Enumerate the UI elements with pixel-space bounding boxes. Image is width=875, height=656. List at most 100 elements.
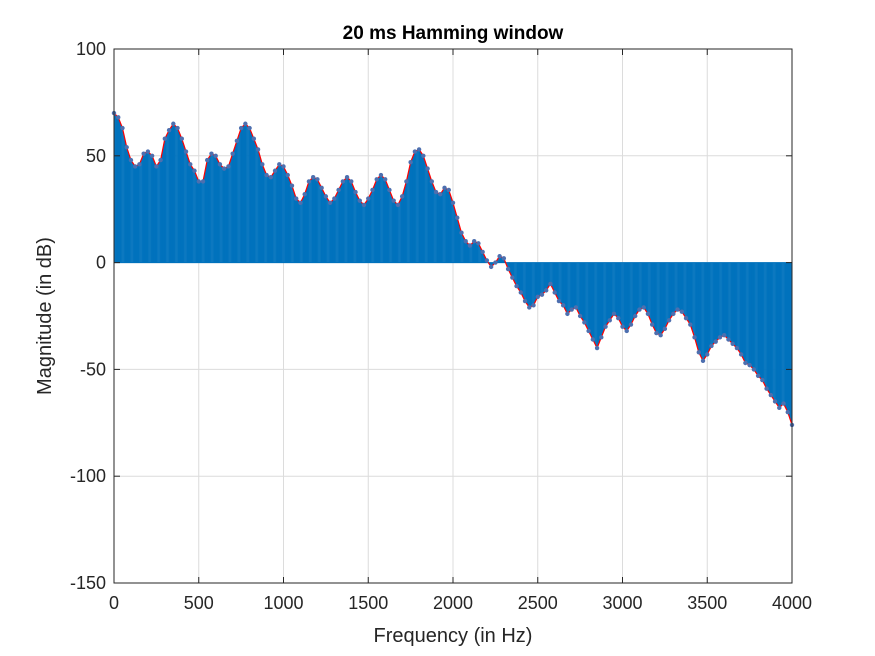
data-point: [654, 330, 659, 336]
data-point: [743, 360, 748, 366]
data-point: [315, 177, 320, 182]
y-axis-label: Magnitude (in dB): [34, 237, 56, 395]
data-point: [366, 196, 371, 201]
data-point: [336, 187, 341, 193]
data-point: [548, 281, 553, 287]
data-point: [277, 162, 282, 167]
data-point: [493, 260, 498, 265]
data-point: [128, 157, 134, 163]
data-point: [760, 377, 765, 383]
chart-title: 20 ms Hamming window: [343, 23, 564, 44]
data-point: [425, 166, 430, 171]
data-point: [683, 315, 689, 321]
data-point: [433, 189, 439, 195]
data-point: [230, 151, 235, 156]
data-point: [416, 147, 422, 152]
data-point: [713, 339, 718, 344]
data-point: [785, 409, 790, 415]
data-point: [514, 283, 519, 289]
data-point: [459, 230, 464, 235]
data-point: [404, 179, 409, 184]
data-point: [688, 322, 693, 327]
data-point: [408, 160, 413, 165]
data-point: [162, 136, 168, 141]
data-point: [374, 177, 379, 182]
x-tick-label: 1500: [348, 593, 388, 613]
data-point: [205, 157, 210, 163]
data-point: [340, 179, 346, 184]
data-point: [709, 343, 714, 349]
data-point: [476, 241, 481, 246]
data-point: [556, 298, 562, 304]
data-point: [471, 239, 477, 244]
data-point: [370, 187, 375, 193]
data-point: [141, 151, 146, 156]
x-tick-label: 1000: [263, 593, 303, 613]
data-point: [226, 164, 231, 169]
data-point: [281, 164, 286, 169]
data-point: [213, 153, 218, 158]
data-point: [726, 337, 731, 342]
data-point: [209, 151, 214, 156]
data-point: [573, 305, 579, 310]
data-point: [395, 202, 401, 208]
data-point: [442, 185, 447, 191]
data-point: [658, 333, 663, 338]
data-point: [120, 125, 125, 131]
data-point: [666, 318, 672, 323]
data-point: [764, 386, 769, 391]
data-point: [497, 253, 502, 259]
data-point: [607, 318, 612, 323]
data-point: [421, 153, 426, 158]
data-point: [480, 249, 485, 255]
data-point: [171, 121, 176, 126]
data-point: [768, 392, 774, 398]
data-point: [700, 358, 706, 364]
data-point: [717, 335, 723, 340]
x-tick-label: 4000: [772, 593, 812, 613]
data-point: [247, 125, 252, 131]
data-point: [539, 292, 545, 297]
data-point: [679, 309, 685, 314]
data-point: [463, 239, 468, 244]
data-point: [777, 405, 782, 411]
data-point: [154, 164, 159, 169]
data-point: [637, 307, 642, 312]
data-point: [260, 162, 265, 167]
data-point: [586, 328, 591, 334]
data-point: [349, 179, 354, 184]
y-tick-label: -50: [80, 359, 106, 379]
data-point: [175, 125, 180, 131]
data-point: [552, 290, 557, 295]
stem-series: [113, 113, 793, 425]
x-axis-ticks: 0 500 1000 1500 2000 2500 3000 3500 4000: [109, 49, 812, 613]
data-point: [285, 172, 290, 178]
x-tick-label: 2000: [433, 593, 473, 613]
y-tick-label: 0: [96, 253, 106, 273]
data-point: [722, 333, 727, 338]
data-point: [590, 337, 596, 342]
data-point: [158, 157, 163, 163]
data-point: [272, 168, 278, 173]
data-point: [577, 313, 583, 319]
data-point: [391, 198, 396, 203]
data-point: [738, 352, 744, 357]
x-axis-label: Frequency (in Hz): [374, 625, 533, 647]
data-point: [399, 194, 405, 199]
data-point: [535, 294, 540, 299]
x-tick-label: 3000: [602, 593, 642, 613]
data-point: [734, 345, 740, 351]
data-point: [412, 149, 418, 154]
data-point: [378, 172, 384, 178]
data-point: [217, 162, 223, 167]
data-point: [188, 162, 193, 167]
y-tick-label: 50: [86, 146, 106, 166]
data-point: [527, 305, 532, 310]
data-point: [319, 185, 324, 191]
data-point: [501, 256, 507, 261]
data-point: [268, 174, 273, 180]
data-point: [649, 322, 655, 327]
data-point: [116, 115, 121, 120]
data-point: [730, 341, 735, 346]
data-point: [361, 202, 367, 208]
